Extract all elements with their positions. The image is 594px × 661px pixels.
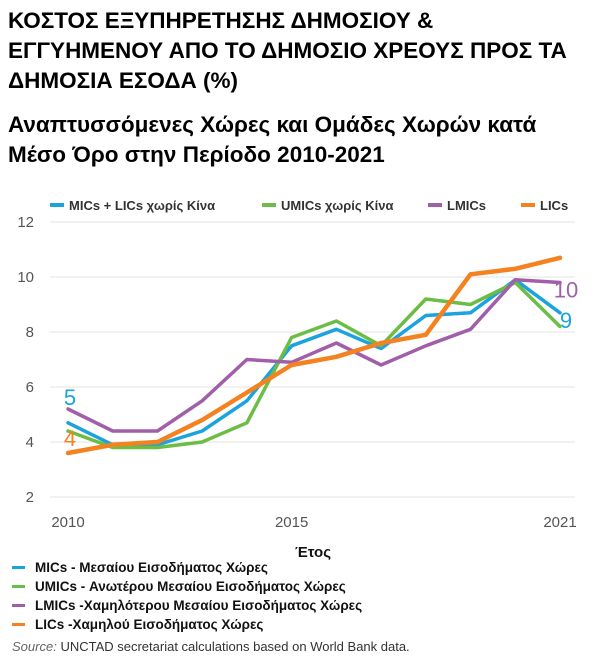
legend-swatch: [12, 566, 25, 569]
source-text: UNCTAD secretariat calculations based on…: [60, 639, 410, 654]
series-end-label: 9: [560, 308, 572, 333]
y-tick-label: 8: [26, 324, 34, 341]
legend-swatch: [12, 604, 25, 607]
series-line-2: [66, 278, 562, 433]
y-tick-label: 4: [26, 434, 34, 451]
legend-label: LMICs: [447, 198, 486, 213]
chart-subtitle: Αναπτυσσόμενες Χώρες και Ομάδες Χωρών κα…: [8, 112, 537, 167]
chart-title: ΚΟΣΤΟΣ ΕΞΥΠΗΡΕΤΗΣΗΣ ΔΗΜΟΣΙΟΥ & ΕΓΓΥΗΜΕΝΟ…: [8, 8, 567, 93]
bottom-legend: MICs - Μεσαίου Εισοδήματος Χώρες UMICs -…: [12, 558, 587, 634]
y-tick-label: 10: [17, 269, 34, 286]
source-note: Source: UNCTAD secretariat calculations …: [12, 639, 410, 654]
bottom-legend-item-lics: LICs -Χαμηλού Εισοδήματος Χώρες: [12, 615, 587, 634]
source-label: Source:: [12, 639, 57, 654]
legend-label: MICs + LICs χωρίς Κίνα: [69, 198, 215, 213]
bottom-legend-label: LMICs -Χαμηλότερου Μεσαίου Εισοδήματος Χ…: [35, 598, 363, 613]
bottom-legend-label: UMICs - Ανωτέρου Μεσαίου Εισοδήματος Χώρ…: [35, 579, 346, 594]
y-tick-label: 6: [26, 379, 34, 396]
legend-label: UMICs χωρίς Κίνα: [281, 198, 394, 213]
series-start-label: 4: [64, 426, 76, 451]
x-axis-label: Έτος: [295, 544, 331, 561]
y-tick-label: 2: [26, 489, 34, 506]
bottom-legend-item-umics: UMICs - Ανωτέρου Μεσαίου Εισοδήματος Χώρ…: [12, 577, 587, 596]
legend-swatch: [12, 623, 25, 626]
legend-label: LICs: [540, 198, 568, 213]
x-tick-label: 2021: [543, 514, 576, 531]
series-start-label: 5: [64, 385, 76, 410]
series-line-3: [65, 255, 563, 456]
bottom-legend-item-mics: MICs - Μεσαίου Εισοδήματος Χώρες: [12, 558, 587, 577]
bottom-legend-label: LICs -Χαμηλού Εισοδήματος Χώρες: [35, 617, 264, 632]
y-tick-label: 12: [17, 214, 34, 231]
series-line-0: [66, 278, 562, 447]
series-end-label: 10: [554, 278, 578, 303]
legend-swatch: [12, 585, 25, 588]
x-tick-label: 2010: [51, 514, 84, 531]
bottom-legend-label: MICs - Μεσαίου Εισοδήματος Χώρες: [35, 560, 268, 575]
bottom-legend-item-lmics: LMICs -Χαμηλότερου Μεσαίου Εισοδήματος Χ…: [12, 596, 587, 615]
series-line-1: [66, 280, 562, 450]
x-tick-label: 2015: [275, 514, 308, 531]
